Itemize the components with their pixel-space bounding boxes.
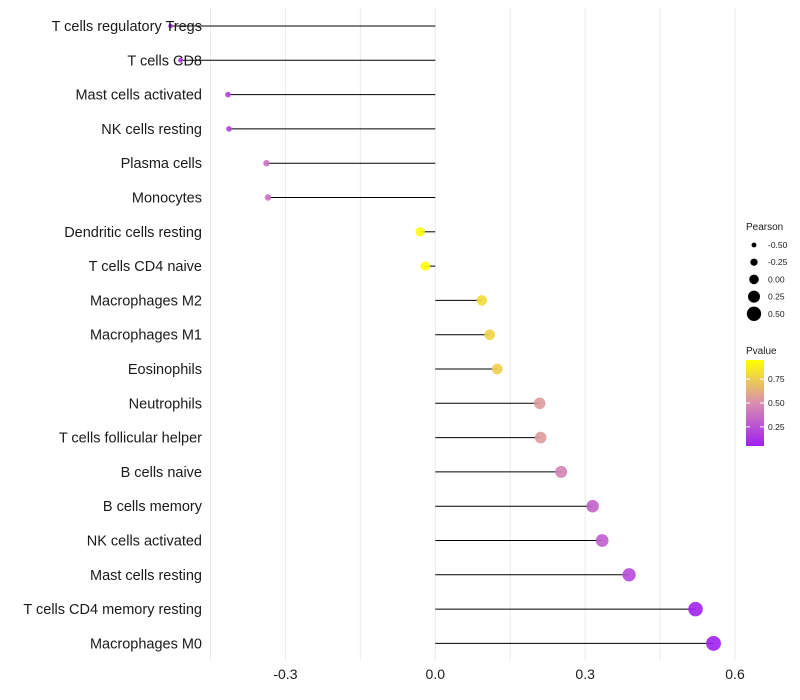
x-tick-label: 0.6 [725, 666, 745, 682]
lollipop-point [415, 227, 425, 237]
lollipop-point [225, 91, 231, 98]
lollipop-point [534, 431, 547, 444]
size-legend-label: 0.25 [768, 292, 785, 302]
category-label: T cells CD4 memory resting [23, 602, 202, 618]
category-label: NK cells resting [101, 122, 202, 138]
category-label: Eosinophils [128, 362, 202, 378]
size-legend-key [750, 258, 758, 266]
size-legend-key [751, 242, 757, 248]
x-tick-label: 0.0 [426, 666, 446, 682]
category-label: B cells naive [121, 465, 202, 481]
category-label: T cells CD8 [127, 53, 202, 69]
color-legend-label: 0.25 [768, 422, 785, 432]
category-label: NK cells activated [87, 534, 202, 550]
lollipop-point [420, 261, 430, 271]
category-label: T cells follicular helper [59, 431, 202, 447]
y-axis-labels: T cells regulatory Tregs T cells CD8 Mast … [23, 19, 202, 652]
category-label: Monocytes [132, 191, 202, 207]
size-legend-key [746, 306, 762, 321]
lollipop-point [533, 397, 546, 410]
category-label: Macrophages M0 [90, 636, 202, 652]
color-legend-label: 0.50 [768, 398, 785, 408]
size-legend-key [749, 274, 759, 285]
category-label: Dendritic cells resting [64, 225, 202, 241]
lollipop-point [555, 465, 568, 478]
category-label: T cells CD4 naive [89, 259, 202, 275]
lollipop-point [263, 159, 270, 167]
size-legend-label: -0.50 [768, 240, 788, 250]
size-legend: -0.50 -0.25 0.00 0.25 0.50 [746, 240, 788, 321]
lollipop-point [226, 126, 232, 132]
lollipop-point [491, 363, 503, 375]
category-label: Mast cells resting [90, 568, 202, 584]
category-label: Macrophages M2 [90, 293, 202, 309]
lollipop-point [476, 295, 487, 306]
color-legend-title: Pvalue [746, 346, 777, 357]
size-legend-title: Pearson [746, 222, 783, 233]
lollipop-point [264, 194, 272, 201]
size-legend-key [748, 290, 760, 303]
x-tick-label: 0.3 [575, 666, 595, 682]
lollipop-point [168, 23, 173, 29]
size-legend-label: 0.00 [768, 274, 785, 284]
category-label: Plasma cells [121, 156, 202, 172]
x-axis-labels: -0.3 0.0 0.3 0.6 [273, 666, 745, 682]
category-label: B cells memory [103, 499, 203, 515]
lollipop-point [706, 635, 721, 651]
lollipop-point [586, 499, 599, 513]
size-legend-label: 0.50 [768, 309, 785, 319]
category-label: T cells regulatory Tregs [52, 19, 202, 35]
pvalue-colorbar [746, 360, 764, 446]
size-legend-label: -0.25 [768, 257, 788, 267]
grid-lines [209, 8, 736, 660]
lollipop-point [178, 57, 183, 63]
x-tick-label: -0.3 [273, 666, 297, 682]
lollipop-point [622, 568, 636, 582]
lollipop-stems [170, 25, 714, 644]
category-label: Neutrophils [129, 396, 202, 412]
category-label: Mast cells activated [75, 88, 202, 104]
category-label: Macrophages M1 [90, 328, 202, 344]
color-legend-label: 0.75 [768, 374, 785, 384]
legend: Pearson -0.50 -0.25 0.00 0.25 0.50 Pvalue 0.… [746, 222, 788, 446]
lollipop-point [595, 534, 609, 547]
lollipop-points [168, 23, 721, 651]
lollipop-point [484, 329, 496, 341]
color-legend: 0.25 0.50 0.75 [746, 374, 785, 432]
lollipop-point [688, 601, 703, 617]
